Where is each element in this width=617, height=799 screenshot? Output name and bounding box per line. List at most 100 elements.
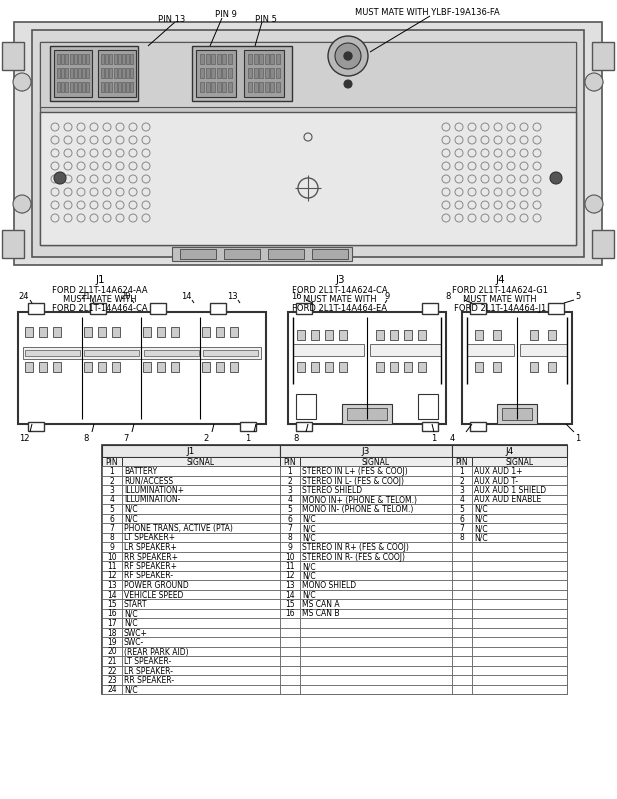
Bar	[244, 50, 284, 97]
Text: PIN: PIN	[456, 458, 468, 467]
Bar	[211, 68, 215, 78]
Bar	[57, 54, 60, 64]
Bar	[217, 68, 220, 78]
Bar	[452, 675, 472, 685]
Bar	[297, 330, 305, 340]
Bar	[28, 303, 44, 314]
Bar	[422, 422, 438, 431]
Bar	[224, 249, 260, 259]
Text: 16: 16	[285, 610, 295, 618]
Bar	[200, 54, 204, 64]
Bar	[102, 542, 122, 551]
Bar	[280, 590, 300, 599]
Bar	[202, 362, 210, 372]
Bar	[472, 523, 567, 532]
Bar	[82, 54, 85, 64]
Bar	[78, 68, 81, 78]
Bar	[297, 362, 305, 372]
Bar	[472, 466, 567, 475]
Text: 11: 11	[107, 562, 117, 571]
Bar	[300, 646, 452, 656]
Bar	[300, 561, 452, 570]
Bar	[101, 54, 104, 64]
Text: 1: 1	[460, 467, 465, 476]
Bar	[40, 42, 576, 245]
Bar	[452, 445, 567, 457]
Bar	[240, 422, 256, 431]
Bar	[102, 590, 122, 599]
Bar	[300, 514, 452, 523]
Bar	[210, 303, 226, 314]
Bar	[280, 504, 300, 514]
Bar	[254, 68, 257, 78]
Bar	[228, 54, 231, 64]
Bar	[339, 330, 347, 340]
Text: 14: 14	[107, 590, 117, 599]
Bar	[452, 580, 472, 590]
Text: 12: 12	[285, 571, 295, 581]
Bar	[200, 68, 204, 78]
Text: RF SPEAKER-: RF SPEAKER-	[124, 571, 173, 581]
Text: 1: 1	[246, 434, 251, 443]
Bar	[311, 362, 319, 372]
Text: J1: J1	[187, 447, 195, 455]
Bar	[347, 408, 387, 420]
Bar	[300, 590, 452, 599]
Bar	[311, 330, 319, 340]
Text: 2: 2	[110, 476, 114, 486]
Circle shape	[13, 195, 31, 213]
Text: PIN: PIN	[284, 458, 296, 467]
Text: 1: 1	[110, 467, 114, 476]
Bar	[259, 54, 263, 64]
Text: 7: 7	[288, 524, 292, 533]
Bar	[418, 330, 426, 340]
Text: J3: J3	[362, 447, 370, 455]
Text: 4: 4	[288, 495, 292, 504]
Bar	[300, 675, 452, 685]
Text: J3: J3	[335, 275, 345, 285]
Text: N/C: N/C	[302, 571, 316, 581]
Bar	[102, 561, 122, 570]
Text: MUST MATE WITH: MUST MATE WITH	[303, 295, 377, 304]
Bar	[102, 618, 122, 627]
Text: 15: 15	[107, 600, 117, 609]
Text: 14: 14	[181, 292, 191, 301]
Bar	[472, 514, 567, 523]
Bar	[248, 68, 252, 78]
Bar	[114, 82, 117, 92]
Bar	[472, 618, 567, 627]
Bar	[293, 344, 364, 356]
Bar	[122, 532, 280, 542]
Bar	[452, 466, 472, 475]
Text: 13: 13	[226, 292, 238, 301]
Text: FORD 2L1T-14A464-J1: FORD 2L1T-14A464-J1	[454, 304, 546, 313]
Bar	[472, 675, 567, 685]
Bar	[102, 627, 122, 637]
Text: STEREO SHIELD: STEREO SHIELD	[302, 486, 362, 495]
Text: RF SPEAKER+: RF SPEAKER+	[124, 562, 177, 571]
Text: 15: 15	[285, 600, 295, 609]
Text: 14: 14	[285, 590, 295, 599]
Bar	[270, 68, 274, 78]
Text: FORD 2L1T-14A624-CA: FORD 2L1T-14A624-CA	[292, 286, 388, 295]
Bar	[472, 637, 567, 646]
Bar	[157, 362, 165, 372]
Text: 9: 9	[288, 543, 292, 552]
Bar	[404, 362, 412, 372]
Bar	[82, 82, 85, 92]
Bar	[520, 344, 567, 356]
Bar	[475, 362, 483, 372]
Bar	[472, 532, 567, 542]
Bar	[592, 42, 614, 70]
Bar	[472, 485, 567, 495]
Bar	[102, 495, 122, 504]
Bar	[205, 54, 210, 64]
Bar	[102, 445, 567, 694]
Bar	[98, 327, 106, 337]
Bar	[300, 570, 452, 580]
Bar	[502, 408, 532, 420]
Bar	[102, 580, 122, 590]
Bar	[300, 504, 452, 514]
Bar	[122, 656, 280, 666]
Bar	[217, 54, 220, 64]
